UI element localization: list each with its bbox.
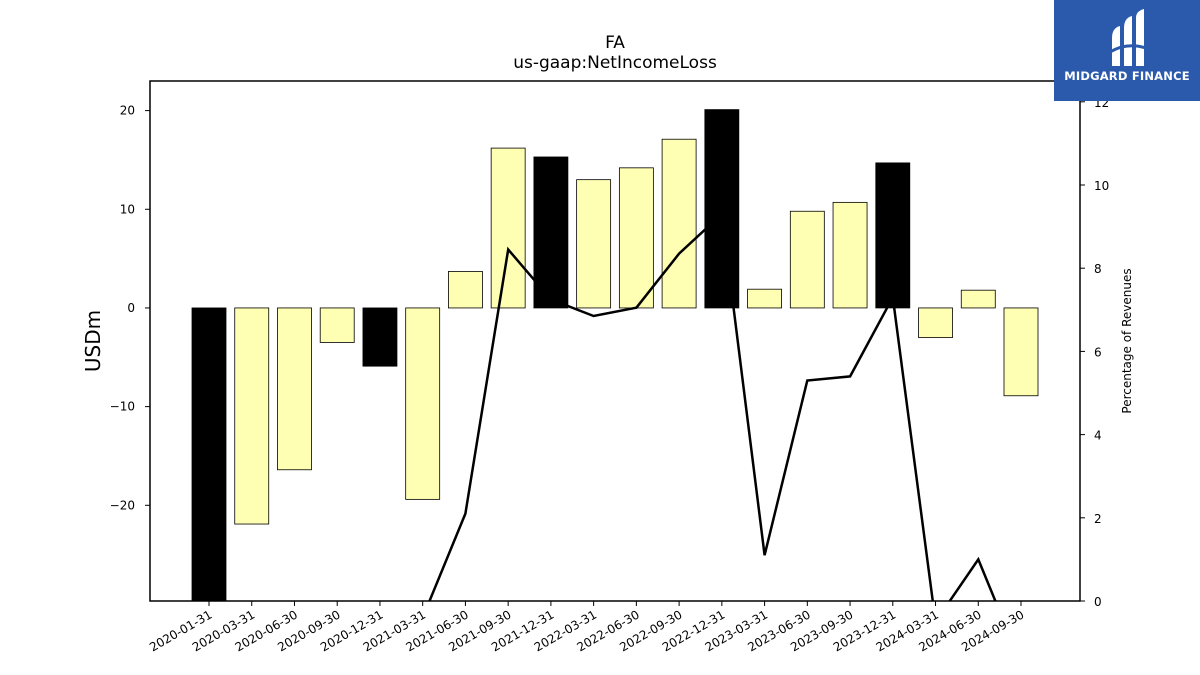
y2-tick-label: 4 <box>1094 429 1102 443</box>
bar-2023-03-31 <box>747 288 782 309</box>
line-layer <box>428 211 997 601</box>
y2-tick-label: 6 <box>1094 345 1102 359</box>
bar-2020-12-31 <box>362 307 398 367</box>
bar-2021-03-31 <box>405 307 441 500</box>
percentage-line <box>428 211 997 601</box>
y-tick-label: 20 <box>120 104 135 118</box>
y-tick-label: 10 <box>120 202 135 216</box>
bar-2023-12-31 <box>875 162 911 309</box>
bars <box>191 109 1039 602</box>
y-axis-label: USDm <box>81 310 105 372</box>
bar-2021-06-30 <box>448 271 483 309</box>
bar-2021-12-31 <box>533 156 569 309</box>
chart-subtitle: us-gaap:NetIncomeLoss <box>513 53 717 73</box>
bar-2020-06-30 <box>277 307 312 471</box>
plot-frame <box>149 80 1081 602</box>
bar-2024-09-30 <box>1003 307 1039 397</box>
chart-title: FA <box>605 33 625 53</box>
y2-tick-label: 2 <box>1094 512 1102 526</box>
bar-2023-06-30 <box>789 210 825 309</box>
bar-2024-06-30 <box>960 289 996 309</box>
y-tick-label: −20 <box>110 498 135 512</box>
bar-2022-09-30 <box>661 138 697 309</box>
bar-2020-01-31 <box>191 307 227 602</box>
logo-text: MIDGARD FINANCE <box>1064 69 1190 83</box>
y2-axis-label: Percentage of Revenues <box>1120 268 1134 413</box>
x-axis: 2020-01-312020-03-312020-06-302020-09-30… <box>147 601 1027 654</box>
y-axis: −20 −10 0 10 20 <box>110 104 150 512</box>
y2-tick-label: 0 <box>1094 595 1102 609</box>
bar-2022-12-31 <box>704 109 740 309</box>
bar-2020-03-31 <box>234 307 270 525</box>
bar-2022-03-31 <box>576 179 612 309</box>
y-tick-label: 0 <box>127 301 135 315</box>
y2-tick-label: 10 <box>1094 179 1109 193</box>
y-tick-label: −10 <box>110 400 135 414</box>
brand-logo: MIDGARD FINANCE <box>1054 0 1200 101</box>
y2-tick-label: 8 <box>1094 262 1102 276</box>
bar-2020-09-30 <box>319 307 355 343</box>
bar-2023-09-30 <box>832 201 868 309</box>
bar-2022-06-30 <box>618 167 654 309</box>
logo-mark-icon <box>1109 9 1147 66</box>
bar-2024-03-31 <box>918 307 953 338</box>
bar-2021-09-30 <box>490 147 526 309</box>
